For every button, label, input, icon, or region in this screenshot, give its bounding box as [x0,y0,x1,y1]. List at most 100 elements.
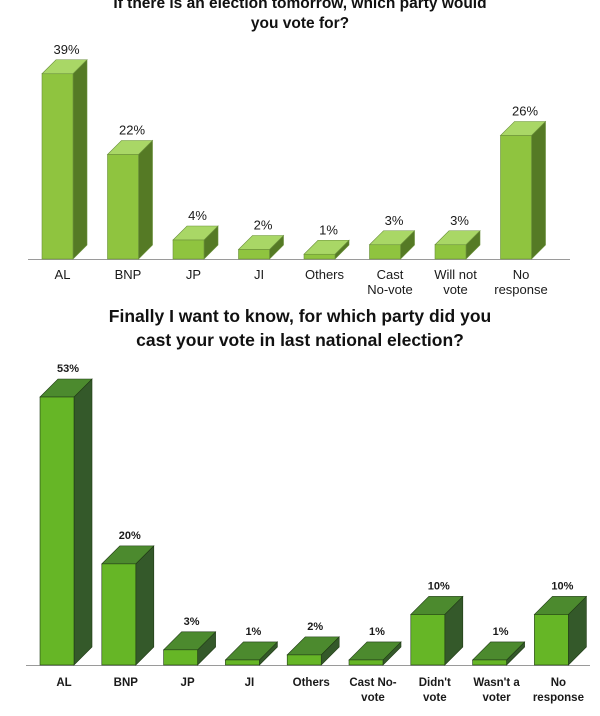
bar-jp [172,225,219,260]
category-label-line: vote [361,692,385,704]
category-label-line: vote [443,282,468,297]
chart-last-election-vote: Finally I want to know, for which party … [0,304,600,716]
bar-jp [162,631,217,666]
data-label: 2% [254,218,273,233]
bar-front [434,244,467,260]
bar-cast-no-vote [368,230,416,260]
bar-front [303,253,336,260]
category-label: BNP [115,267,142,282]
bar-ji [237,234,285,260]
data-label: 1% [369,626,385,638]
category-label-line: JI [245,677,255,689]
category-label: AL [56,677,71,689]
chart-title-line-1: Finally I want to know, for which party … [108,306,492,326]
bar-front [238,249,270,260]
category-label-line: JP [181,677,195,689]
chart-title-line-1: If there is an election tomorrow, which … [113,0,487,12]
bar-cast-no-vote [348,641,402,666]
data-label: 10% [551,580,573,592]
bar-front [172,239,205,260]
category-label-line: Wasn't a [473,677,520,689]
category-label: No response [533,677,584,704]
data-label: 4% [188,208,207,223]
category-label: JP [181,677,195,689]
data-label: 1% [319,222,338,237]
category-label-line: response [533,692,584,704]
bar-didn-t-vote [410,595,464,666]
bar-side [73,378,93,666]
category-label: BNP [114,677,139,689]
data-label: 3% [184,616,200,628]
bar-ji [224,641,279,666]
data-label: 39% [53,42,79,57]
chart-title: If there is an election tomorrow, which … [0,0,600,34]
category-label-line: No-vote [367,282,413,297]
bar-front [39,396,75,666]
bar-bnp [101,545,155,666]
category-label-line: Others [305,267,345,282]
category-label: JI [254,267,264,282]
data-label: 53% [57,363,79,375]
bar-chart-svg: 53% AL 20% BNP 3% JP 1% JI 2% Others 1% Cast No-vot… [26,363,590,704]
bar-side [531,120,546,260]
chart-title: Finally I want to know, for which party … [0,304,600,352]
data-label: 3% [385,213,404,228]
category-label: Will not vote [434,267,477,297]
bar-front [163,649,198,666]
category-label: Didn't vote [419,677,451,704]
bar-front [101,563,137,666]
data-label: 22% [119,123,145,138]
category-label-line: JI [254,267,264,282]
bar-no-response [499,120,547,260]
category-label-line: AL [55,267,71,282]
bar-side [135,545,155,666]
bar-wasn-t-a-voter [471,641,526,666]
data-label: 2% [307,621,323,633]
bar-front [472,659,507,666]
category-label: Others [305,267,345,282]
bar-al [39,378,93,666]
bar-front [534,614,569,666]
category-label-line: AL [56,677,71,689]
data-label: 1% [493,626,509,638]
category-label-line: No [551,677,566,689]
bar-front [369,244,401,260]
category-label: Cast No-vote [349,677,396,704]
category-label-line: No [513,267,530,282]
bar-bnp [106,139,154,260]
chart-title-line-2: you vote for? [250,15,350,32]
category-label-line: Others [293,677,330,689]
category-label-line: vote [423,692,447,704]
category-label-line: Didn't [419,677,451,689]
data-label: 1% [245,626,261,638]
category-label: Cast No-vote [367,267,413,297]
chart-vote-tomorrow: If there is an election tomorrow, which … [0,0,600,306]
bar-side [72,59,88,260]
category-label: JP [186,267,201,282]
bar-front [225,659,260,666]
chart-title-line-2: cast your vote in last national election… [136,330,464,350]
bar-front [410,614,446,666]
category-label-line: BNP [114,677,139,689]
data-label: 3% [450,213,469,228]
category-label-line: Cast [377,267,404,282]
category-label-line: response [494,282,547,297]
category-label-line: JP [186,267,201,282]
bar-front [500,135,532,260]
bar-front [107,154,139,260]
bar-will-not-vote [434,230,481,260]
bar-side [138,139,153,260]
bar-no-response [533,595,588,666]
category-label-line: Cast No- [349,677,396,689]
bar-front [41,73,74,260]
bar-front [348,659,384,666]
bar-chart-svg: 39% AL 22% BNP 4% JP 2% JI 1% Others 3% Cast No-vote… [28,42,570,297]
category-label: JI [245,677,255,689]
data-label: 26% [512,104,538,119]
bar-front [286,654,322,666]
data-label: 10% [428,580,450,592]
data-label: 20% [119,530,141,542]
category-label-line: voter [483,692,512,704]
category-label: AL [55,267,71,282]
bar-al [41,59,88,260]
